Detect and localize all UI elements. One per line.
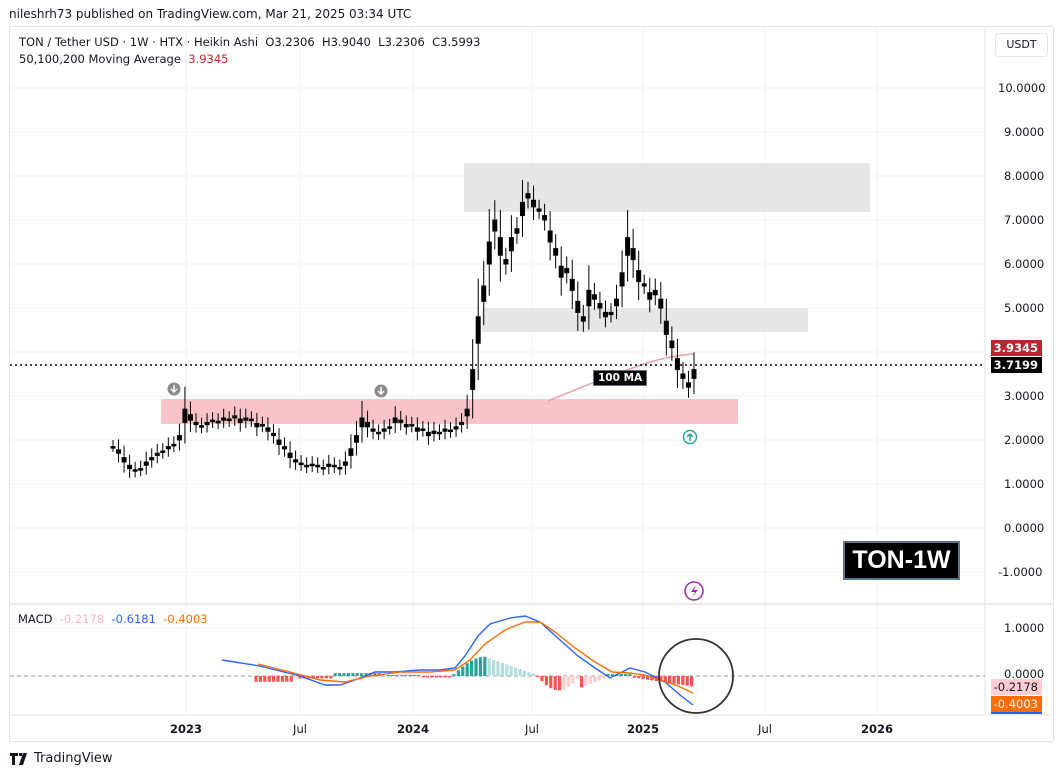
price-tick: 8.0000 xyxy=(1004,169,1045,183)
time-tick: 2024 xyxy=(396,722,430,736)
currency-unit-button[interactable]: USDT xyxy=(995,33,1048,57)
macd-tick: 1.0000 xyxy=(1004,621,1045,635)
ohlc-open: O3.2306 xyxy=(265,35,315,49)
price-tick: 6.0000 xyxy=(1004,257,1045,271)
lightning-icon xyxy=(684,581,704,601)
ohlc-low: L3.2306 xyxy=(378,35,425,49)
chart-frame xyxy=(9,26,1054,742)
signal-line xyxy=(257,621,694,694)
ohlc-close: C3.5993 xyxy=(432,35,481,49)
macd-tick: 0.0000 xyxy=(1004,667,1045,681)
macd-circle-annotation xyxy=(658,638,734,714)
ma-legend-label: 50,100,200 Moving Average xyxy=(19,52,181,66)
down-arrow-marker-1 xyxy=(167,382,181,396)
price-tick: -1.0000 xyxy=(998,565,1043,579)
macd-line-value: -0.6181 xyxy=(111,612,156,626)
up-arrow-marker xyxy=(682,429,698,445)
time-gridlines xyxy=(185,27,878,715)
ohlc-high: H3.9040 xyxy=(321,35,371,49)
macd-line xyxy=(221,615,694,706)
macd-label: MACD xyxy=(18,612,53,626)
tradingview-logo-icon xyxy=(10,752,27,765)
time-tick: 2025 xyxy=(626,722,660,736)
price-tick: 3.0000 xyxy=(1004,389,1045,403)
price-tick: 5.0000 xyxy=(1004,301,1045,315)
ma-legend[interactable]: 50,100,200 Moving Average 3.9345 xyxy=(19,52,229,66)
time-tick: Jul xyxy=(525,722,539,736)
price-tick: 0.0000 xyxy=(1004,521,1045,535)
ma-legend-value: 3.9345 xyxy=(188,52,229,66)
symbol-title: TON / Tether USD · 1W · HTX · Heikin Ash… xyxy=(19,35,259,49)
tradingview-brand: TradingView xyxy=(34,751,113,766)
macd-signal-tag: -0.4003 xyxy=(991,696,1042,714)
price-tick: 9.0000 xyxy=(1004,125,1045,139)
support-zone xyxy=(482,308,808,332)
current-price-tag: 3.7199 xyxy=(991,357,1042,373)
ton-1w-badge: TON-1W xyxy=(843,541,960,580)
time-tick: Jul xyxy=(758,722,772,736)
macd-hist-value: -0.2178 xyxy=(59,612,105,626)
macd-histogram xyxy=(254,656,694,691)
price-tick: 1.0000 xyxy=(1004,477,1045,491)
macd-signal-value: -0.4003 xyxy=(163,612,208,626)
ma-100-line xyxy=(547,353,695,402)
time-tick: 2026 xyxy=(860,722,894,736)
macd-legend[interactable]: MACD -0.2178 -0.6181 -0.4003 xyxy=(18,612,208,626)
publisher-line: nileshrh73 published on TradingView.com,… xyxy=(9,7,412,21)
footer-brand[interactable]: TradingView xyxy=(10,751,113,766)
time-tick: 2023 xyxy=(169,722,203,736)
down-arrow-marker-2 xyxy=(374,384,388,398)
price-tick: 2.0000 xyxy=(1004,433,1045,447)
symbol-legend: TON / Tether USD · 1W · HTX · Heikin Ash… xyxy=(19,35,480,49)
price-tick: 7.0000 xyxy=(1004,213,1045,227)
ma-price-tag: 3.9345 xyxy=(991,340,1042,356)
candles xyxy=(110,179,697,478)
time-tick: Jul xyxy=(293,722,307,736)
ma-100-label: 100 MA xyxy=(593,370,648,386)
price-tick: 10.0000 xyxy=(998,81,1046,95)
macd-hist-tag: -0.2178 xyxy=(991,679,1042,695)
